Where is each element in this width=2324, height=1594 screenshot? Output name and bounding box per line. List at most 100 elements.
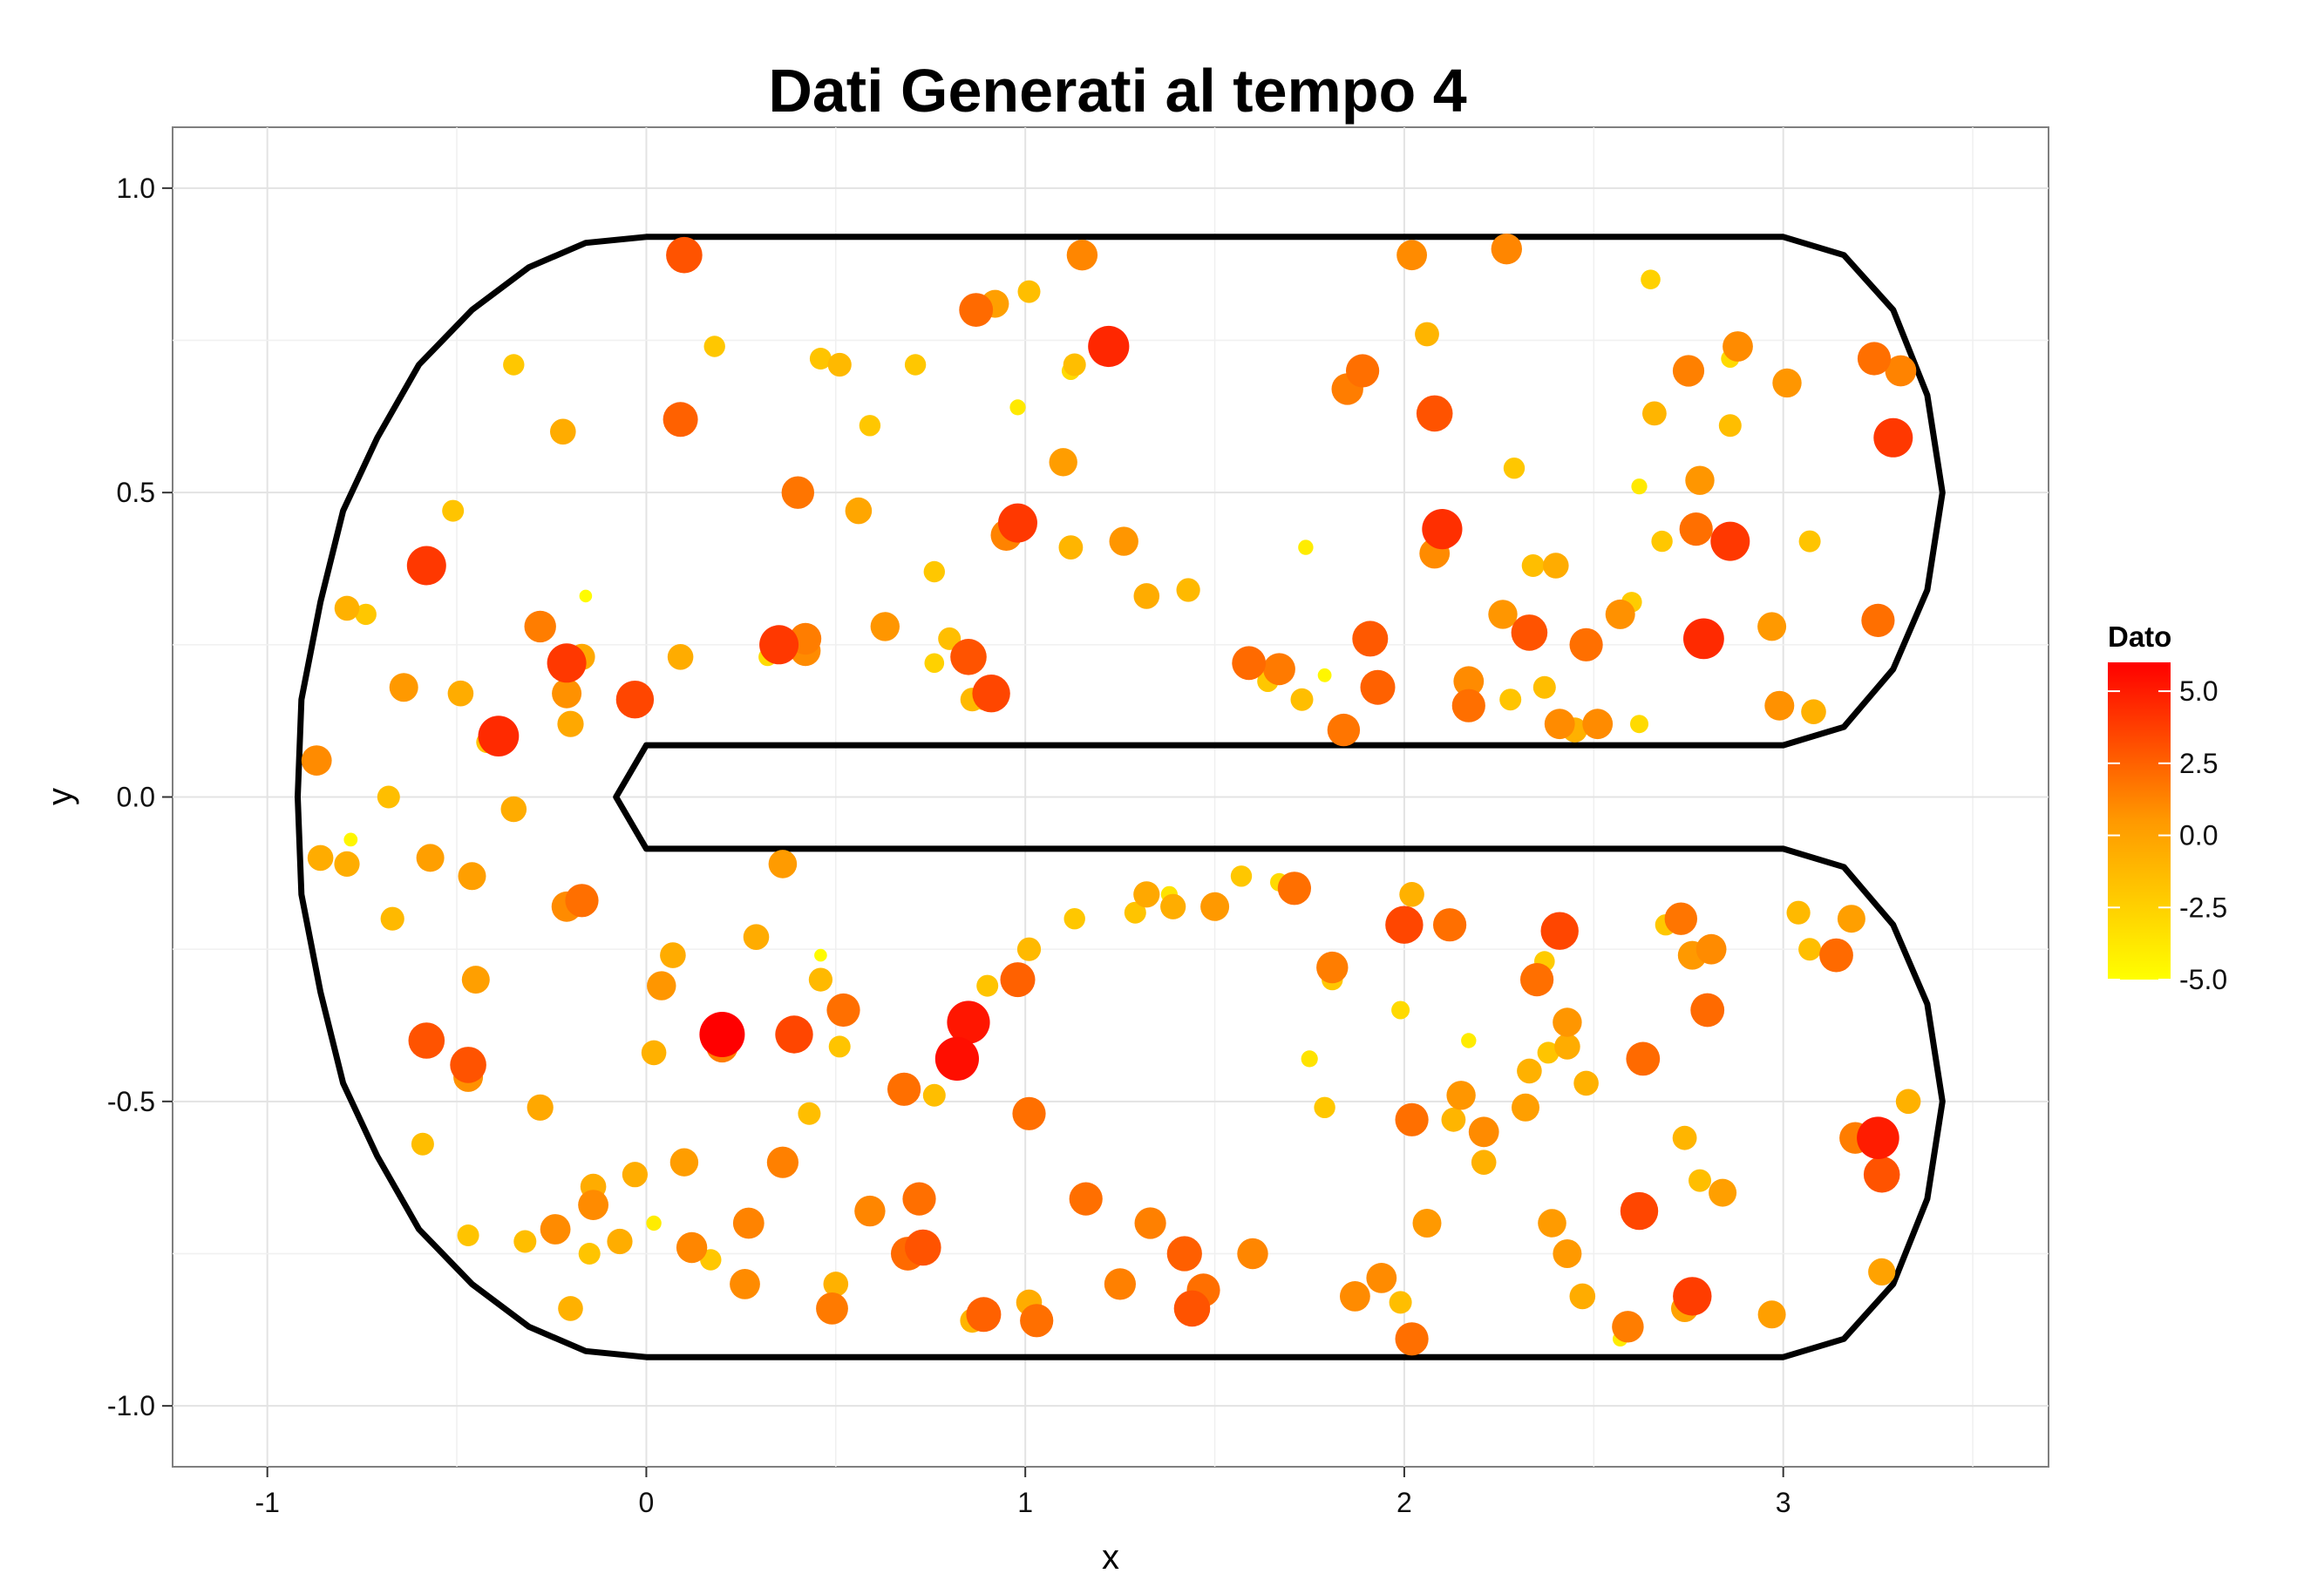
data-point [1569,1283,1596,1310]
data-point [1491,234,1523,265]
data-point [1819,938,1853,973]
data-point [1063,908,1085,930]
data-point [1569,627,1603,661]
data-point [301,745,332,776]
data-point [1503,458,1526,479]
data-point [1554,1034,1580,1060]
data-points [301,234,1921,1356]
data-point [1461,1033,1477,1048]
data-point [578,1243,601,1265]
data-point [1672,355,1705,387]
data-point [1000,962,1036,998]
data-point [703,336,725,357]
data-point [377,785,400,809]
data-point [1868,1258,1896,1285]
data-point [1063,353,1086,376]
data-point [1517,1058,1542,1084]
data-point [743,924,770,950]
data-point [1540,912,1579,950]
data-point [947,1000,990,1044]
data-point [1786,900,1811,925]
data-point [1088,325,1130,368]
data-point [1298,539,1314,555]
data-point [905,1229,941,1266]
data-point [666,236,703,274]
data-point [1857,1116,1899,1159]
data-point [380,906,404,931]
data-point [343,832,358,847]
data-point [355,603,377,626]
data-point [938,627,962,650]
data-point [998,503,1037,543]
data-point [1468,1116,1499,1148]
data-point [1543,553,1569,579]
data-point [904,354,927,376]
data-point [1124,901,1146,924]
data-point [478,716,520,756]
data-point [1396,240,1427,271]
data-point [1605,599,1635,629]
data-point [406,546,446,586]
data-point [1685,465,1715,495]
data-point [1232,646,1267,681]
data-point [1327,713,1361,747]
data-point [1301,1050,1318,1068]
y-tick-label: 0.5 [117,477,155,508]
data-point [411,1132,434,1156]
legend-tick-label: 5.0 [2179,675,2218,707]
data-point [766,1146,799,1178]
data-point [676,1231,708,1264]
data-point [732,1207,764,1239]
data-point [1620,1191,1659,1231]
data-point [513,1230,537,1253]
data-point [1521,554,1545,577]
data-point [1861,603,1895,638]
data-point [1314,1096,1335,1119]
data-point [1573,1070,1599,1096]
data-point [1446,1081,1476,1110]
data-point [1166,1236,1202,1272]
data-point [1488,600,1518,629]
data-point [622,1162,649,1188]
data-point [607,1228,633,1255]
data-point [845,497,873,525]
data-point [699,1012,745,1057]
data-point [647,971,676,1000]
data-point [1017,280,1041,303]
data-point [823,1272,849,1297]
data-point [1511,614,1548,651]
data-point [641,1040,667,1066]
legend-title: Dato [2108,621,2171,653]
data-point [854,1195,886,1227]
data-point [558,1296,583,1321]
chart-title: Dati Generati al tempo 4 [768,57,1466,125]
data-point [923,560,946,583]
data-point [1512,1093,1539,1122]
data-point [1798,938,1822,961]
legend-colorbar [2108,662,2171,980]
x-tick-label: 3 [1776,1487,1791,1518]
data-point [1133,583,1160,609]
data-point [1837,905,1865,933]
data-point [1690,993,1725,1028]
data-point [1395,1102,1429,1136]
data-point [1538,1209,1566,1238]
x-axis-title: x [1102,1538,1119,1577]
data-point [1672,1125,1697,1150]
data-point [809,348,832,370]
data-point [827,352,852,377]
data-point [550,418,576,445]
data-point [902,1182,936,1216]
data-point [1069,1182,1103,1216]
y-tick-label: 1.0 [117,173,155,204]
data-point [540,1214,571,1245]
y-axis-title: y [41,788,79,805]
data-point [1415,322,1439,347]
x-tick-label: 0 [639,1487,655,1518]
data-point [1695,933,1727,965]
data-point [1631,478,1648,495]
data-point [870,612,900,641]
data-point [389,673,418,702]
data-point [500,796,527,823]
data-point [1399,882,1424,907]
